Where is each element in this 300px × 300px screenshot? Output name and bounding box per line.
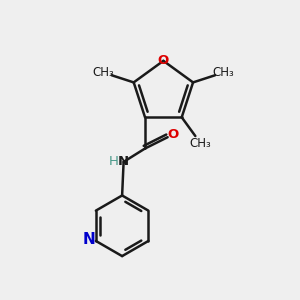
Text: CH₃: CH₃	[92, 66, 114, 79]
Text: O: O	[158, 54, 169, 67]
Text: CH₃: CH₃	[190, 137, 211, 150]
Text: N: N	[118, 155, 129, 168]
Text: H: H	[109, 155, 119, 168]
Text: CH₃: CH₃	[213, 66, 235, 79]
Text: N: N	[83, 232, 96, 247]
Text: O: O	[168, 128, 179, 141]
